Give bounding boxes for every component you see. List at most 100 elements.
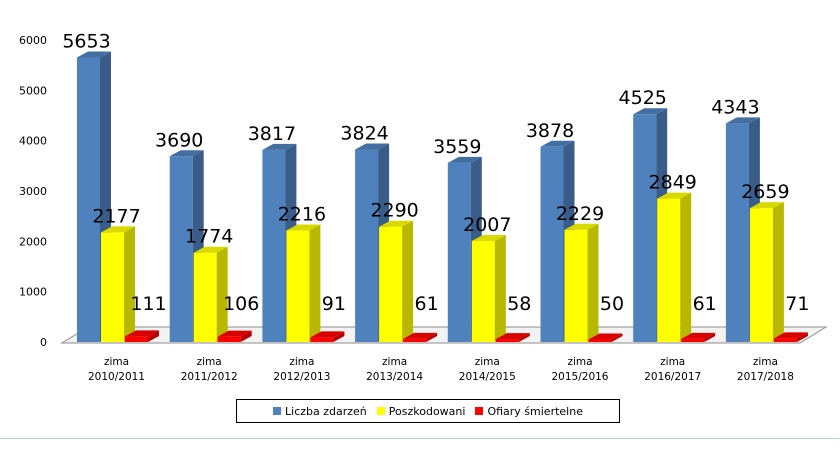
bar-front [633, 114, 657, 342]
bar-front [355, 149, 379, 342]
bar-side [240, 330, 252, 342]
bar-side [309, 224, 321, 342]
x-tick-line: 2012/2013 [273, 371, 330, 383]
bar-front [101, 232, 124, 342]
bars [77, 51, 808, 342]
data-label-7-0: 4343 [711, 96, 759, 118]
bar-side [402, 220, 414, 342]
bar-top [564, 223, 599, 230]
divider-line [0, 438, 840, 439]
data-label-5-0: 3878 [526, 120, 574, 142]
x-tick-label-0: zima 2010/2011 [88, 356, 145, 383]
bar-top [379, 220, 414, 227]
bar-top [169, 150, 204, 157]
x-tick-line: zima [289, 356, 314, 368]
bar-top [540, 140, 575, 147]
bar-top [447, 156, 482, 163]
data-label-1-1: 1774 [185, 226, 233, 248]
x-tick-label-2: zima 2012/2013 [273, 356, 330, 383]
y-tick-label-2: 2000 [19, 235, 47, 248]
bar-side [772, 202, 784, 342]
bar-top [77, 51, 111, 58]
bar-top [310, 331, 345, 338]
x-tick-line: 2014/2015 [459, 371, 516, 383]
bar-front [286, 230, 310, 342]
bar-side [148, 330, 159, 342]
chart-legend: Liczba zdarzeń Poszkodowani Ofiary śmier… [236, 399, 620, 423]
bar-top [588, 333, 623, 340]
data-label-1-2: 106 [223, 293, 259, 315]
x-tick-label-4: zima 2014/2015 [459, 356, 516, 383]
legend-swatch-0 [273, 407, 282, 415]
data-label-3-0: 3824 [340, 123, 388, 145]
bar-side [494, 234, 506, 342]
bar-top [681, 332, 716, 339]
x-tick-line: zima [475, 356, 500, 368]
bar-side [704, 332, 716, 342]
data-label-6-2: 61 [693, 293, 717, 315]
bar-6-1 [657, 192, 692, 342]
bar-1-2 [217, 330, 252, 342]
x-tick-label-5: zima 2015/2016 [552, 356, 609, 383]
bar-top [471, 234, 506, 241]
bar-side [587, 223, 599, 342]
bar-top [193, 246, 228, 253]
bar-top [125, 330, 159, 337]
bar-front [262, 149, 286, 342]
legend-item-series-1: Poszkodowani [376, 404, 466, 418]
data-label-6-0: 4525 [619, 87, 667, 109]
bar-4-1 [471, 234, 506, 342]
data-label-2-0: 3817 [248, 123, 296, 145]
bar-4-2 [495, 333, 530, 342]
bar-front [193, 252, 217, 342]
x-tick-line: 2011/2012 [181, 371, 238, 383]
bar-6-2 [681, 332, 716, 342]
x-tick-label-3: zima 2013/2014 [366, 356, 423, 383]
bar-top [262, 143, 297, 150]
x-tick-label-7: zima 2017/2018 [737, 356, 794, 383]
x-tick-line: 2010/2011 [88, 371, 145, 383]
bar-front [77, 57, 100, 342]
bar-0-1 [101, 226, 135, 342]
bar-top [403, 332, 438, 339]
bar-front [540, 146, 564, 342]
bar-top [749, 202, 784, 209]
x-tick-line: zima [660, 356, 685, 368]
data-label-6-1: 2849 [649, 172, 697, 194]
bar-front [217, 336, 241, 342]
bar-front [403, 338, 427, 342]
bar-front [495, 339, 519, 342]
bar-front [749, 208, 773, 342]
x-tick-line: 2013/2014 [366, 371, 423, 383]
bar-side [518, 333, 530, 342]
bar-top [633, 108, 668, 115]
data-label-4-0: 3559 [433, 136, 481, 158]
bar-side [216, 246, 228, 342]
bar-side [124, 226, 135, 342]
bar-front [773, 338, 797, 342]
data-label-5-2: 50 [600, 293, 624, 315]
y-tick-label-3: 3000 [19, 185, 47, 198]
bar-5-1 [564, 223, 599, 342]
data-label-0-1: 2177 [92, 205, 140, 227]
bar-front [125, 336, 148, 342]
bar-2-2 [310, 331, 345, 342]
data-label-0-0: 5653 [62, 30, 110, 52]
bar-1-1 [193, 246, 228, 342]
legend-label-1: Poszkodowani [388, 404, 466, 418]
data-label-2-2: 91 [322, 293, 346, 315]
bar-front [310, 337, 334, 342]
y-tick-label-4: 4000 [19, 135, 47, 148]
y-tick-label-0: 0 [40, 336, 47, 349]
legend-label-0: Liczba zdarzeń [285, 404, 367, 418]
data-labels: 5653 2177 111 3690 1774 106 3817 2216 91 3824 2290… [62, 30, 809, 315]
x-tick-line: zima [382, 356, 407, 368]
x-tick-line: zima [567, 356, 592, 368]
bar-top [286, 224, 321, 231]
y-tick-label-5: 5000 [19, 84, 47, 97]
bar-7-2 [773, 332, 808, 342]
bar-front [564, 229, 588, 342]
bar-3-2 [403, 332, 438, 342]
